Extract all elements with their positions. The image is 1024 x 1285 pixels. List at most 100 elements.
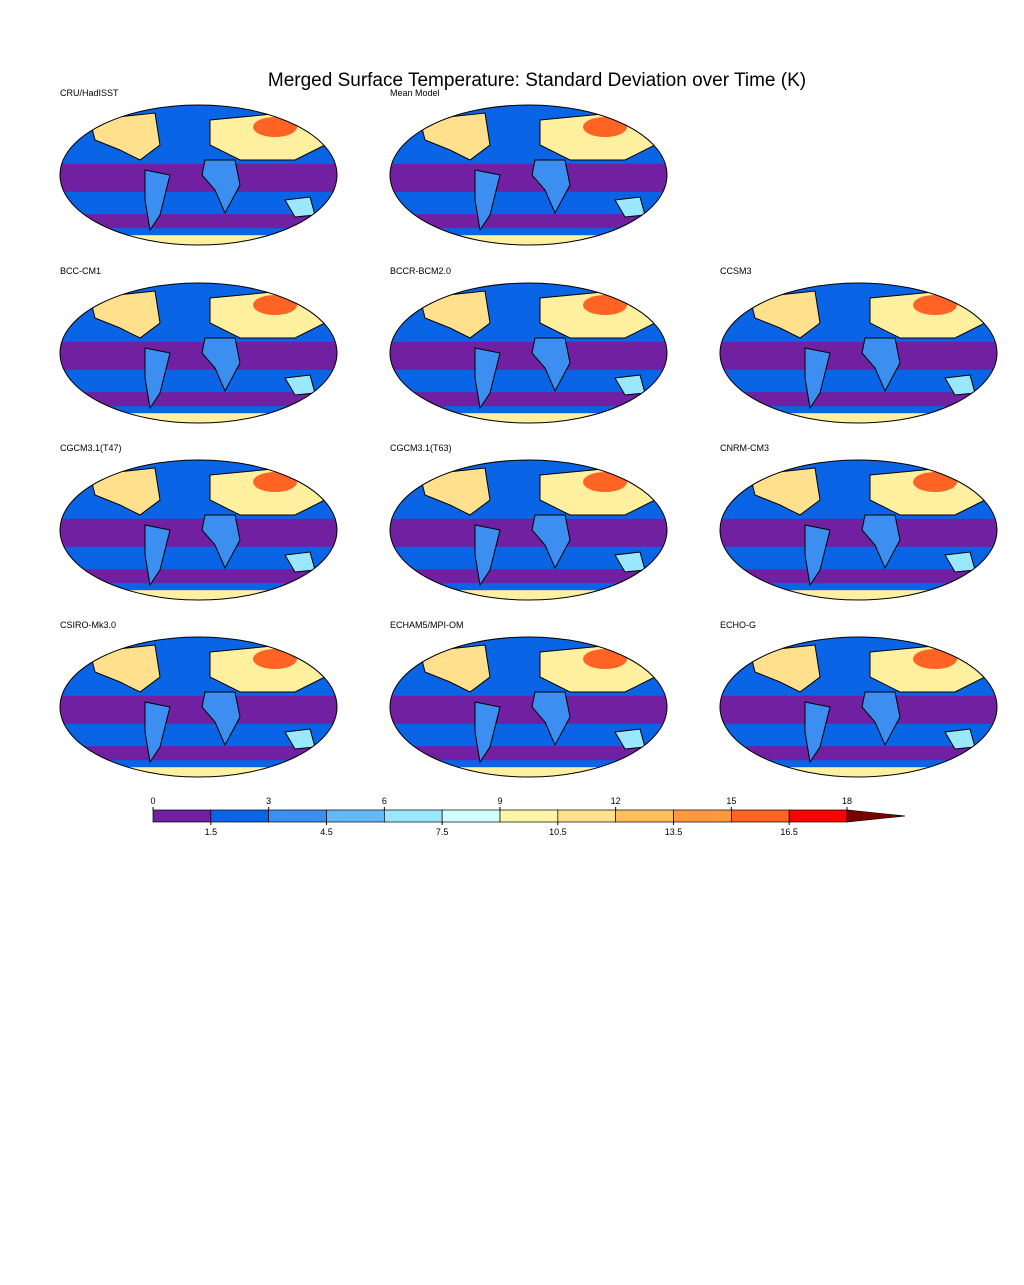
antarctica bbox=[720, 590, 997, 600]
south-america bbox=[804, 524, 831, 587]
colorbar-label: 0 bbox=[150, 796, 155, 806]
colorbar-label: 7.5 bbox=[436, 827, 449, 837]
map bbox=[60, 105, 337, 245]
africa bbox=[861, 337, 901, 393]
map bbox=[390, 460, 667, 600]
panel-label: CRU/HadISST bbox=[60, 88, 119, 98]
colorbar-label: 1.5 bbox=[205, 827, 218, 837]
siberia-max bbox=[583, 117, 627, 137]
south-america bbox=[474, 701, 501, 764]
africa bbox=[201, 159, 241, 215]
map-outline bbox=[59, 636, 338, 778]
north-america bbox=[419, 644, 491, 693]
southern-band bbox=[720, 392, 997, 407]
map-outline bbox=[59, 282, 338, 424]
panel-label: CGCM3.1(T63) bbox=[390, 443, 452, 453]
south-america bbox=[804, 701, 831, 764]
siberia-max bbox=[583, 649, 627, 669]
africa bbox=[531, 514, 571, 570]
colorbar-swatch bbox=[673, 809, 732, 823]
southern-band bbox=[60, 214, 337, 229]
map bbox=[390, 105, 667, 245]
tropics bbox=[60, 341, 337, 370]
south-america bbox=[144, 701, 171, 764]
south-america bbox=[144, 169, 171, 232]
colorbar-swatch bbox=[383, 809, 443, 823]
antarctica bbox=[390, 413, 667, 423]
southern-band bbox=[390, 746, 667, 761]
tropics bbox=[390, 341, 667, 370]
tropics bbox=[60, 695, 337, 724]
south-america bbox=[474, 347, 501, 410]
colorbar-label: 18 bbox=[842, 796, 852, 806]
panel-label: BCCR-BCM2.0 bbox=[390, 266, 451, 276]
southern-band bbox=[390, 392, 667, 407]
tropics bbox=[390, 695, 667, 724]
southern-band bbox=[720, 569, 997, 584]
colorbar-swatch bbox=[210, 809, 270, 823]
south-america bbox=[474, 169, 501, 232]
colorbar-label: 12 bbox=[611, 796, 621, 806]
colorbar-swatch bbox=[615, 809, 674, 823]
south-america bbox=[474, 524, 501, 587]
africa bbox=[201, 337, 241, 393]
north-america bbox=[419, 467, 491, 516]
north-america bbox=[749, 290, 821, 339]
siberia-max bbox=[913, 295, 957, 315]
north-america bbox=[749, 467, 821, 516]
antarctica bbox=[60, 590, 337, 600]
colorbar-swatch bbox=[326, 809, 385, 823]
north-america bbox=[89, 112, 161, 161]
tropics bbox=[60, 163, 337, 192]
map-outline bbox=[59, 459, 338, 601]
map-outline bbox=[389, 104, 668, 246]
antarctica bbox=[60, 235, 337, 245]
siberia-max bbox=[253, 472, 297, 492]
map bbox=[390, 283, 667, 423]
colorbar-label: 6 bbox=[382, 796, 387, 806]
panel-label: CGCM3.1(T47) bbox=[60, 443, 122, 453]
antarctica bbox=[390, 590, 667, 600]
southern-band bbox=[390, 214, 667, 229]
africa bbox=[861, 691, 901, 747]
siberia-max bbox=[253, 117, 297, 137]
africa bbox=[201, 691, 241, 747]
map bbox=[60, 460, 337, 600]
panel-label: BCC-CM1 bbox=[60, 266, 101, 276]
panel-label: CCSM3 bbox=[720, 266, 752, 276]
africa bbox=[861, 514, 901, 570]
africa bbox=[531, 337, 571, 393]
tropics bbox=[390, 163, 667, 192]
north-america bbox=[89, 467, 161, 516]
map bbox=[60, 637, 337, 777]
colorbar-swatch bbox=[788, 809, 848, 823]
map bbox=[720, 283, 997, 423]
colorbar-swatch bbox=[557, 809, 617, 823]
southern-band bbox=[60, 746, 337, 761]
colorbar-swatch bbox=[499, 809, 559, 823]
antarctica bbox=[720, 413, 997, 423]
north-america bbox=[749, 644, 821, 693]
map-outline bbox=[719, 459, 998, 601]
colorbar-swatch bbox=[268, 809, 327, 823]
map bbox=[390, 637, 667, 777]
africa bbox=[201, 514, 241, 570]
panel-label: ECHAM5/MPI-OM bbox=[390, 620, 464, 630]
map-outline bbox=[719, 636, 998, 778]
map-outline bbox=[389, 636, 668, 778]
figure-title: Merged Surface Temperature: Standard Dev… bbox=[268, 70, 806, 91]
south-america bbox=[144, 524, 171, 587]
colorbar-label: 4.5 bbox=[320, 827, 333, 837]
tropics bbox=[720, 518, 997, 547]
southern-band bbox=[60, 569, 337, 584]
colorbar-label: 16.5 bbox=[780, 827, 798, 837]
colorbar-label: 3 bbox=[266, 796, 271, 806]
north-america bbox=[419, 112, 491, 161]
siberia-max bbox=[913, 649, 957, 669]
colorbar-label: 13.5 bbox=[665, 827, 683, 837]
antarctica bbox=[60, 767, 337, 777]
siberia-max bbox=[583, 472, 627, 492]
tropics bbox=[390, 518, 667, 547]
colorbar-swatch bbox=[152, 809, 212, 823]
